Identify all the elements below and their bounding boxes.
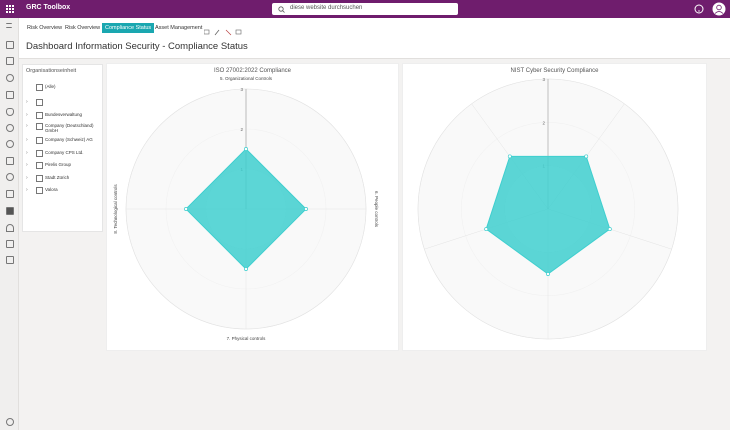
radar-point xyxy=(244,147,248,151)
radar-point xyxy=(244,267,248,271)
nav-icon[interactable] xyxy=(6,173,14,181)
chart-panel: ISO 27002:2022 Compliance1235. Organizat… xyxy=(106,63,399,351)
filter-label: Pirelis Group xyxy=(45,162,72,167)
filter-label: Stadt Zürich xyxy=(45,175,70,180)
filter-title: Organisationseinheit xyxy=(26,68,77,74)
radar-point xyxy=(607,227,612,232)
expander[interactable]: › xyxy=(26,112,28,118)
axis-label: 8. Technological controls xyxy=(113,184,118,234)
expander[interactable]: › xyxy=(26,175,28,181)
filter-label: Company CPS Ltd. xyxy=(45,150,84,155)
r-tick-label: 3 xyxy=(240,87,243,92)
search-box[interactable]: diese website durchsuchen xyxy=(272,3,458,15)
radar-point xyxy=(484,227,489,232)
checkbox[interactable] xyxy=(36,112,43,119)
search-icon xyxy=(278,6,285,13)
filter-label: Bundesverwaltung xyxy=(45,112,83,117)
checkbox[interactable] xyxy=(36,187,43,194)
filter-panel: Organisationseinheit › (Alle) › Bundesverw… xyxy=(22,64,103,232)
filter-label: Company (Schweiz) AG xyxy=(45,137,93,142)
expander[interactable]: › xyxy=(26,137,28,143)
nav-icon[interactable] xyxy=(6,91,14,99)
tab[interactable]: Asset Management xyxy=(155,25,203,31)
nav-icon[interactable] xyxy=(6,74,14,82)
filter-label: (Alle) xyxy=(45,84,56,89)
chart-title: ISO 27002:2022 Compliance xyxy=(214,68,292,74)
checkbox[interactable] xyxy=(36,150,43,157)
search-placeholder: diese website durchsuchen xyxy=(290,5,363,11)
nav-icon[interactable] xyxy=(6,190,14,198)
checkbox[interactable] xyxy=(36,123,43,130)
nav-icon[interactable] xyxy=(6,157,14,165)
help-icon[interactable] xyxy=(694,4,704,14)
nav-icon[interactable] xyxy=(6,57,14,65)
page-title: Dashboard Information Security - Complia… xyxy=(26,41,248,52)
radar-point xyxy=(184,207,188,211)
radar-point xyxy=(507,154,512,159)
tab-actions xyxy=(203,24,244,42)
r-tick-label: 2 xyxy=(240,127,243,132)
radar-area xyxy=(485,155,611,275)
filter-label: Valora xyxy=(45,187,58,192)
checkbox[interactable] xyxy=(36,137,43,144)
checkbox[interactable] xyxy=(36,175,43,182)
expander[interactable]: › xyxy=(26,150,28,156)
expander[interactable]: › xyxy=(26,162,28,168)
nav-icon[interactable] xyxy=(6,256,14,264)
radar-point xyxy=(304,207,308,211)
filter-label: Company (Deutschland) GmbH xyxy=(45,123,94,133)
radar-chart: ISO 27002:2022 Compliance1235. Organizat… xyxy=(113,68,379,341)
chart-title: NIST Cyber Security Compliance xyxy=(511,68,600,74)
axis-label: 5. Organizational Controls xyxy=(220,76,273,81)
checkbox[interactable] xyxy=(36,84,43,91)
avatar[interactable] xyxy=(712,2,726,16)
nav-menu[interactable] xyxy=(6,23,12,28)
nav-icon[interactable] xyxy=(6,41,14,49)
radar-point xyxy=(584,154,589,159)
top-bar: GRC Toolbox diese website durchsuchen xyxy=(0,0,730,18)
axis-label: 7. Physical controls xyxy=(227,336,267,341)
app-launcher[interactable] xyxy=(6,5,14,13)
nav-icon[interactable] xyxy=(6,140,14,148)
nav-icon[interactable] xyxy=(6,108,14,116)
checkbox[interactable] xyxy=(36,99,43,106)
nav-settings[interactable] xyxy=(6,418,14,426)
r-tick-label: 2 xyxy=(542,120,545,125)
expander[interactable]: › xyxy=(26,187,28,193)
r-tick-label: 3 xyxy=(542,77,545,82)
radar-point xyxy=(546,272,550,276)
nav-icon[interactable] xyxy=(6,124,14,132)
nav-icon[interactable] xyxy=(6,224,14,232)
tab-action-icons[interactable] xyxy=(203,29,244,37)
axis-label: 6. People controls xyxy=(374,191,379,228)
nav-icon[interactable] xyxy=(6,207,14,215)
nav-icon[interactable] xyxy=(6,240,14,248)
chart-panel: NIST Cyber Security Compliance123 xyxy=(402,63,707,351)
tab[interactable]: Compliance Status xyxy=(102,23,155,33)
expander[interactable]: › xyxy=(26,123,28,129)
checkbox[interactable] xyxy=(36,162,43,169)
left-nav xyxy=(0,18,19,430)
tab[interactable]: Risk Overview xyxy=(27,25,63,31)
expander[interactable]: › xyxy=(26,99,28,105)
radar-chart: NIST Cyber Security Compliance123 xyxy=(417,68,679,340)
app-title: GRC Toolbox xyxy=(26,4,71,11)
tab[interactable]: Risk Overview xyxy=(65,25,101,31)
